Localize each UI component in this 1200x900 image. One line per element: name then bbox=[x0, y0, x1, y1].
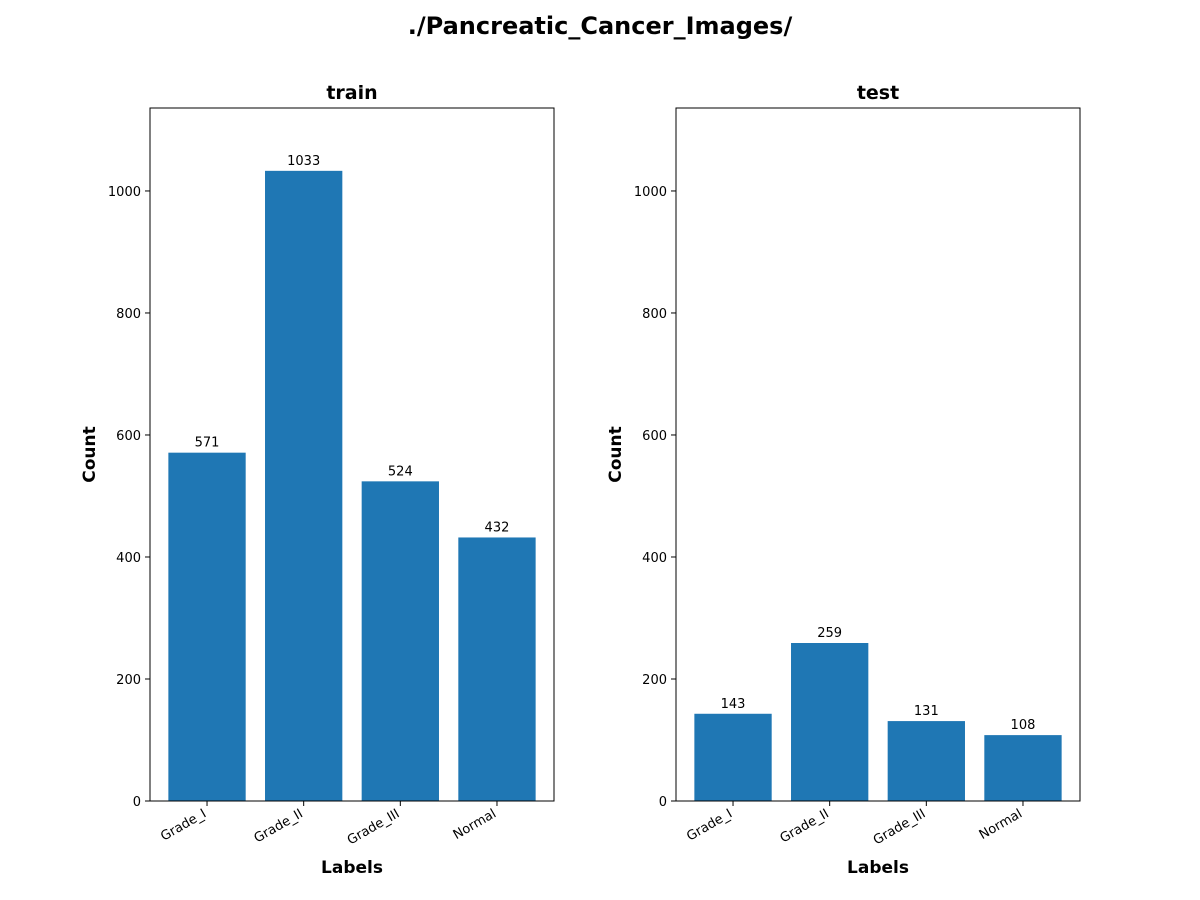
bar-test-Normal bbox=[984, 735, 1062, 801]
bar-test-Grade_I bbox=[694, 713, 772, 801]
x-tick-label: Grade_III bbox=[871, 806, 928, 848]
y-tick-label: 800 bbox=[642, 307, 667, 322]
x-tick-label: Normal bbox=[451, 806, 499, 843]
bar-value-label: 131 bbox=[914, 704, 939, 719]
x-tick-label: Grade_II bbox=[778, 806, 832, 846]
y-tick-label: 200 bbox=[642, 673, 667, 688]
y-axis-title: Count bbox=[606, 426, 626, 483]
y-tick-label: 800 bbox=[116, 307, 141, 322]
x-tick-label: Grade_I bbox=[684, 806, 735, 844]
y-tick-label: 600 bbox=[642, 429, 667, 444]
panel-title: train bbox=[326, 82, 377, 104]
bar-train-Grade_II bbox=[265, 170, 343, 802]
y-tick-label: 200 bbox=[116, 673, 141, 688]
bar-test-Grade_III bbox=[887, 721, 965, 801]
bar-value-label: 143 bbox=[721, 697, 746, 712]
x-tick-label: Grade_II bbox=[252, 806, 306, 846]
y-tick-label: 600 bbox=[116, 429, 141, 444]
bar-train-Grade_I bbox=[168, 452, 246, 801]
x-tick-label: Grade_I bbox=[158, 806, 209, 844]
bar-value-label: 432 bbox=[485, 520, 510, 535]
bar-value-label: 524 bbox=[388, 464, 413, 479]
bar-value-label: 108 bbox=[1011, 718, 1036, 733]
plot-frame bbox=[149, 107, 555, 802]
bar-value-label: 259 bbox=[817, 626, 842, 641]
x-tick-label: Normal bbox=[977, 806, 1025, 843]
y-tick-label: 0 bbox=[659, 795, 667, 810]
y-axis-title: Count bbox=[80, 426, 100, 483]
y-tick-label: 1000 bbox=[108, 185, 141, 200]
bar-value-label: 571 bbox=[195, 436, 220, 451]
bar-value-label: 1033 bbox=[287, 154, 320, 169]
y-tick-label: 1000 bbox=[634, 185, 667, 200]
bar-train-Grade_III bbox=[361, 481, 439, 801]
y-tick-label: 400 bbox=[116, 551, 141, 566]
y-tick-label: 400 bbox=[642, 551, 667, 566]
x-tick-label: Grade_III bbox=[345, 806, 402, 848]
x-axis-title: Labels bbox=[321, 858, 383, 878]
panel-title: test bbox=[857, 82, 899, 104]
plot-frame bbox=[675, 107, 1081, 802]
figure-title: ./Pancreatic_Cancer_Images/ bbox=[407, 12, 793, 40]
bar-train-Normal bbox=[458, 537, 536, 801]
y-tick-label: 0 bbox=[133, 795, 141, 810]
x-axis-title: Labels bbox=[847, 858, 909, 878]
bar-test-Grade_II bbox=[791, 643, 869, 801]
